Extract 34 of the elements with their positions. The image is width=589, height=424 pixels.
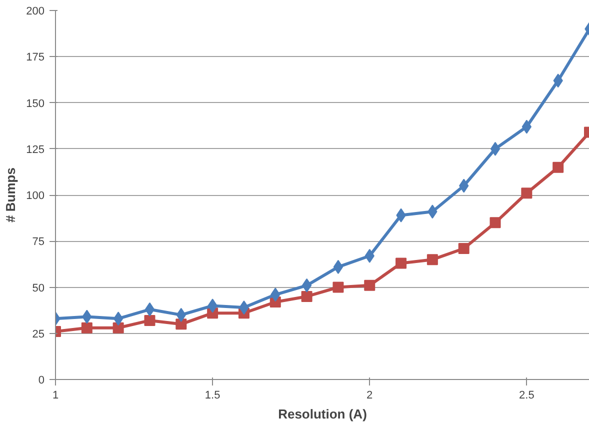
x-axis-title: Resolution (A) xyxy=(278,406,367,422)
x-tick-label: 1.5 xyxy=(204,390,220,402)
point xyxy=(552,162,564,173)
x-tick-label: 1 xyxy=(52,390,59,402)
y-tick-label: 175 xyxy=(26,52,45,64)
point xyxy=(490,217,501,228)
point xyxy=(396,258,407,269)
point xyxy=(521,188,532,199)
point xyxy=(81,322,92,334)
point xyxy=(144,302,155,316)
point xyxy=(490,142,500,156)
y-tick-label: 25 xyxy=(32,328,45,340)
point xyxy=(113,312,124,326)
point xyxy=(426,254,438,266)
point xyxy=(522,120,532,134)
y-tick-label: 125 xyxy=(26,144,45,156)
y-axis-title: # Bumps xyxy=(3,168,18,222)
point xyxy=(333,260,344,274)
y-tick-label: 100 xyxy=(26,190,45,202)
point xyxy=(176,318,187,330)
y-tick-label: 150 xyxy=(26,98,45,110)
point xyxy=(112,322,124,334)
point xyxy=(458,243,470,254)
point xyxy=(364,280,376,291)
y-tick-label: 200 xyxy=(26,6,45,18)
point xyxy=(332,282,344,293)
point xyxy=(302,278,312,292)
y-tick-label: 75 xyxy=(32,236,45,248)
y-tick-label: 0 xyxy=(38,374,45,386)
point xyxy=(144,314,156,326)
x-tick-label: 2 xyxy=(366,390,373,402)
x-tick-label: 2.5 xyxy=(519,390,534,402)
y-tick-label: 50 xyxy=(32,282,45,294)
point xyxy=(301,290,312,302)
